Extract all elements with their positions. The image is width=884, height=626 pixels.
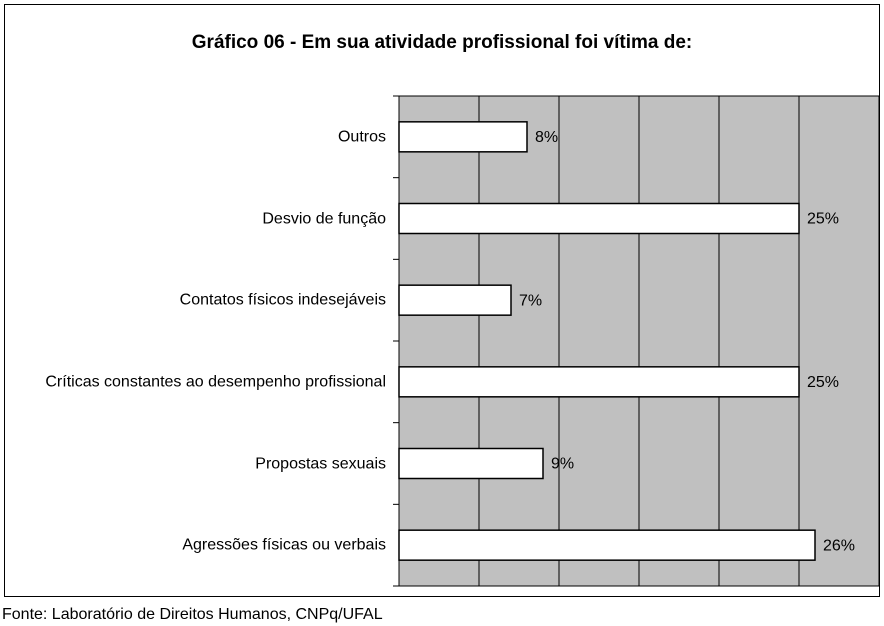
y-tick-label: Propostas sexuais — [255, 455, 386, 472]
category-label-box: Propostas sexuais — [8, 452, 386, 475]
bar — [398, 202, 800, 235]
bar — [398, 447, 544, 480]
source-note: Fonte: Laboratório de Direitos Humanos, … — [2, 606, 383, 623]
value-label: 25% — [807, 211, 839, 228]
y-tick-label: Críticas constantes ao desempenho profis… — [45, 373, 386, 391]
value-label: 9% — [551, 456, 574, 473]
category-label-box: Críticas constantes ao desempenho profis… — [8, 370, 386, 393]
bar — [398, 529, 816, 561]
category-label-box: Contatos físicos indesejáveis — [8, 289, 386, 312]
y-tick-label: Outros — [337, 128, 386, 146]
y-tick-label: Agressões físicas ou verbais — [182, 536, 386, 554]
y-tick-label: Desvio de função — [262, 210, 386, 227]
category-label-box: Desvio de função — [8, 207, 386, 230]
bar — [398, 366, 800, 398]
bar — [398, 284, 512, 316]
category-label-box: Agressões físicas ou verbais — [8, 534, 386, 557]
value-label: 25% — [807, 374, 839, 391]
value-label: 7% — [519, 292, 542, 309]
category-label-box: Outros — [8, 125, 386, 148]
value-label: 8% — [535, 129, 558, 146]
chart-title: Gráfico 06 - Em sua atividade profission… — [191, 32, 693, 53]
bar — [398, 121, 528, 153]
value-label: 26% — [823, 537, 855, 554]
y-tick-label: Contatos físicos indesejáveis — [179, 291, 386, 309]
